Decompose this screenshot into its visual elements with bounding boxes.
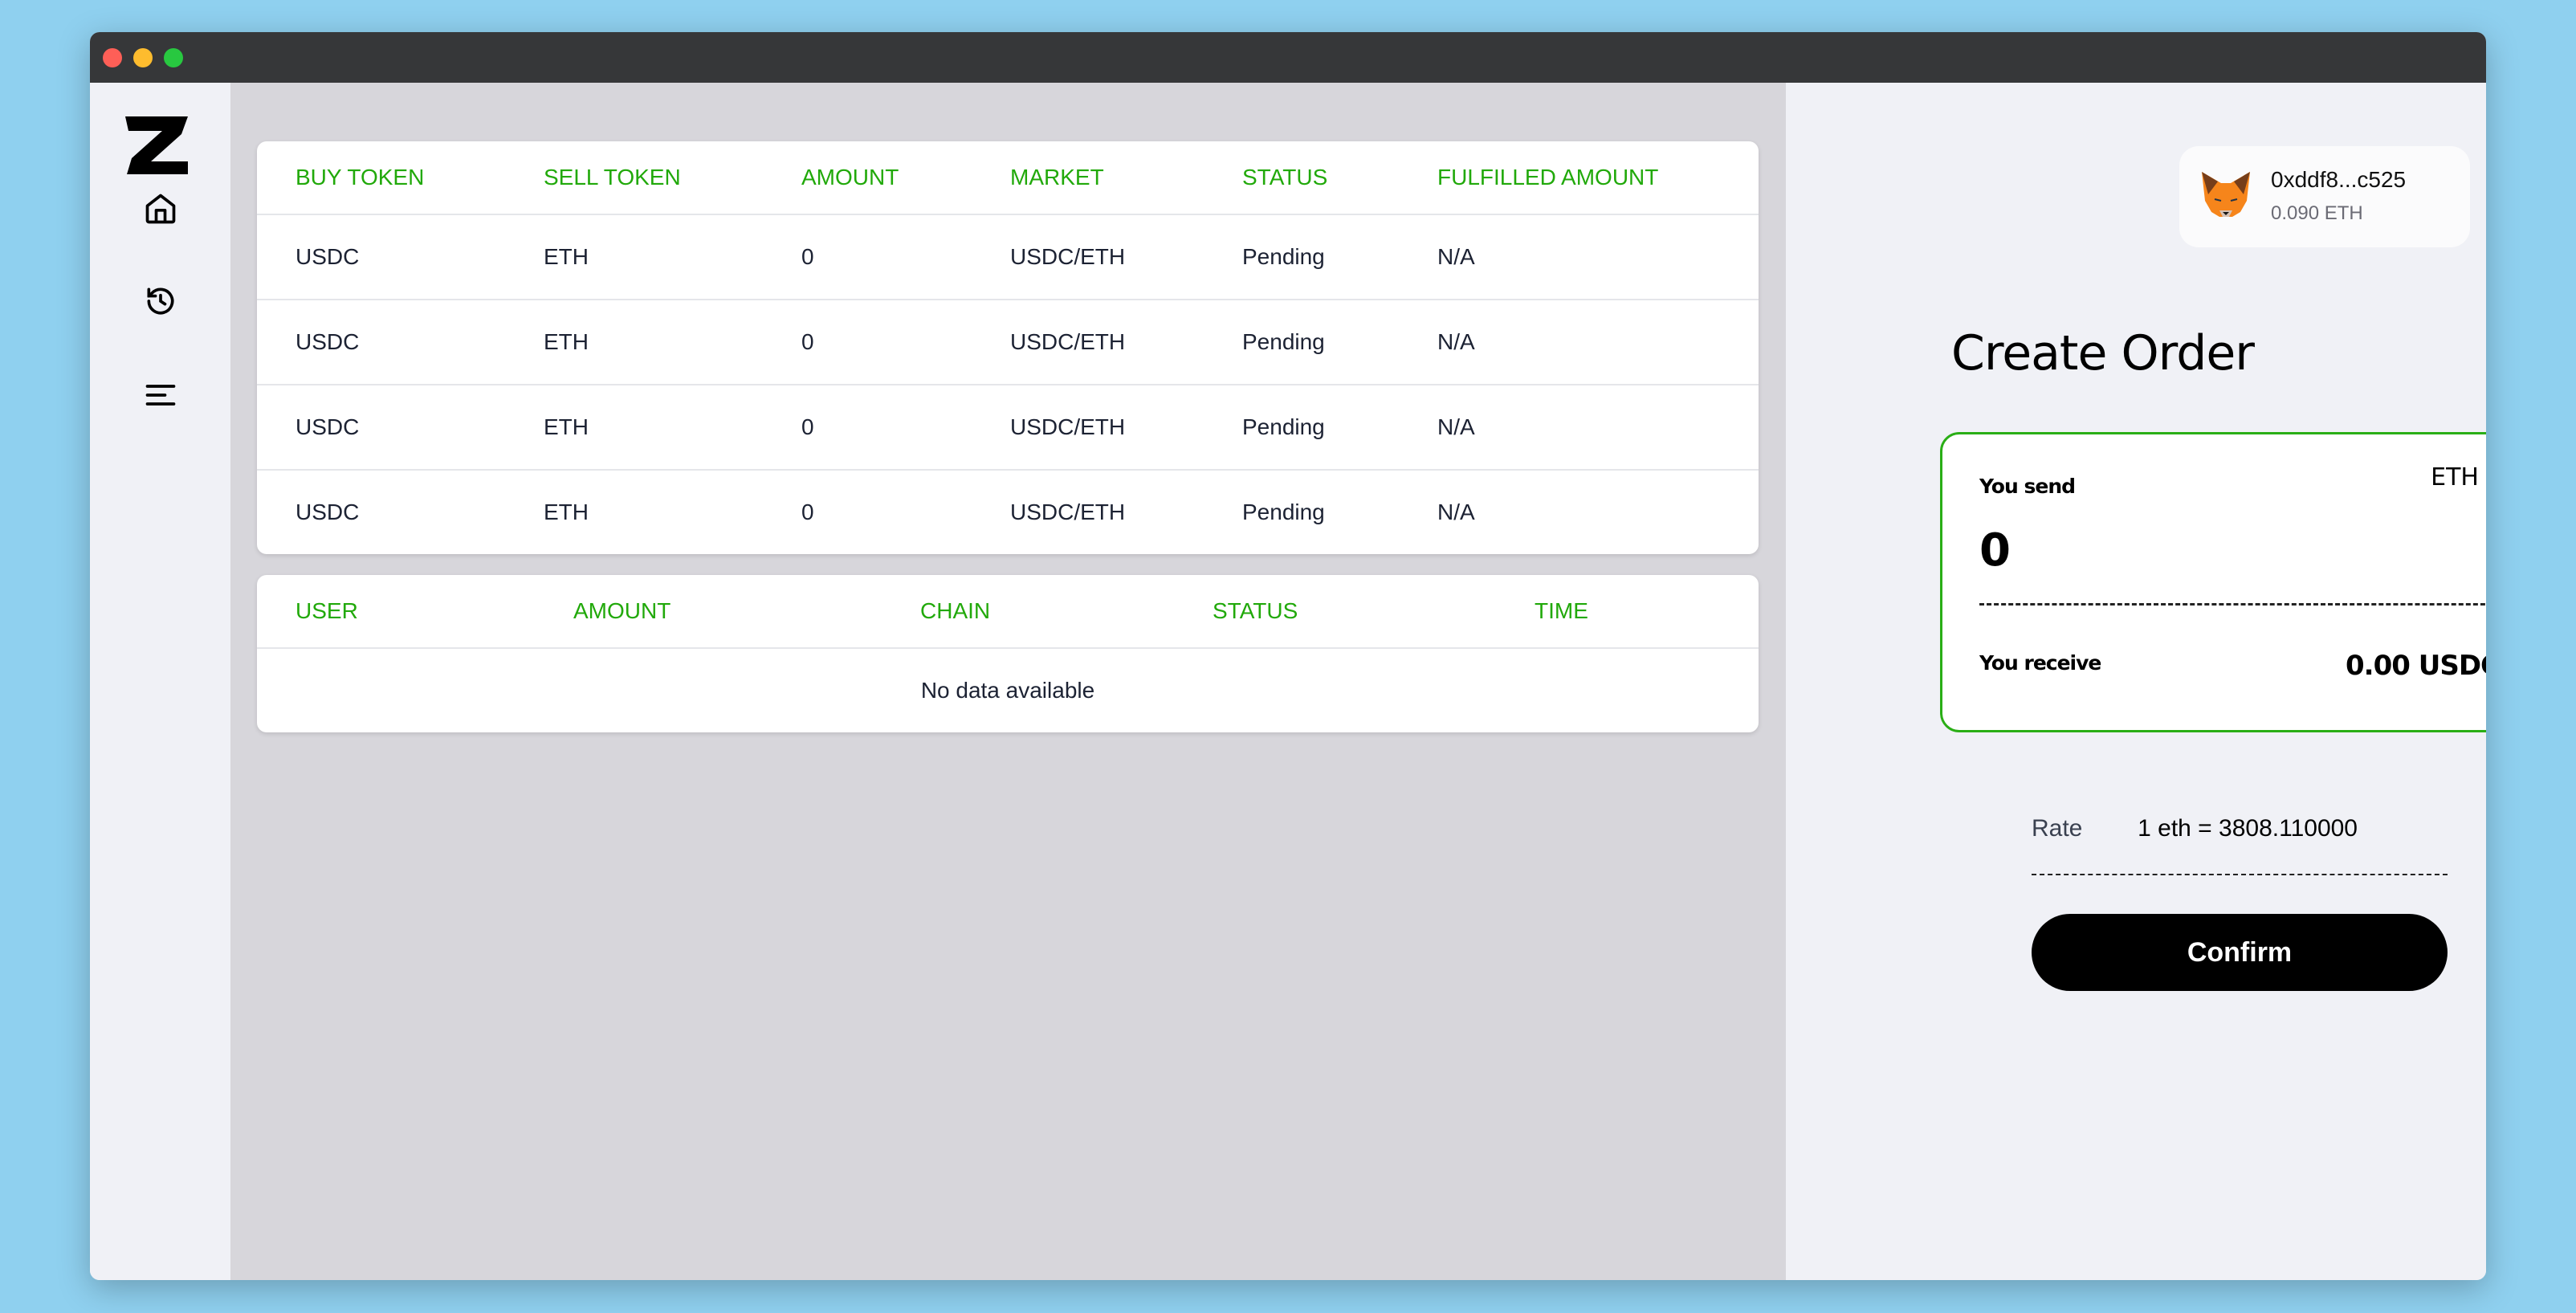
divider xyxy=(1979,603,2486,606)
receive-amount: 0.00 USDC xyxy=(2346,650,2486,682)
table-header: USER AMOUNT CHAIN STATUS TIME xyxy=(257,575,1759,647)
empty-message: No data available xyxy=(920,678,1095,703)
table-cell: 0 xyxy=(801,244,814,269)
rate-label: Rate xyxy=(2032,815,2083,842)
order-panel: 0xddf8...c525 0.090 ETH Create Order You… xyxy=(1786,83,2486,1280)
table-cell: 0 xyxy=(801,329,814,354)
table-cell: USDC/ETH xyxy=(1010,500,1126,524)
wallet-balance: 0.090 ETH xyxy=(2271,202,2363,224)
column-header[interactable]: AMOUNT xyxy=(573,598,671,623)
column-header[interactable]: BUY TOKEN xyxy=(296,165,425,190)
close-window-button[interactable] xyxy=(103,48,122,67)
table-row[interactable]: USDC ETH 0 USDC/ETH Pending N/A xyxy=(257,299,1759,384)
column-header[interactable]: FULFILLED AMOUNT xyxy=(1437,165,1659,190)
maximize-window-button[interactable] xyxy=(164,48,183,67)
token-select[interactable]: ETH xyxy=(2431,463,2486,491)
table-cell: Pending xyxy=(1242,244,1325,269)
receive-label: You receive xyxy=(1979,651,2101,675)
table-cell: 0 xyxy=(801,414,814,439)
wallet-button[interactable]: 0xddf8...c525 0.090 ETH xyxy=(2179,146,2470,247)
column-header[interactable]: STATUS xyxy=(1213,598,1298,623)
column-header[interactable]: MARKET xyxy=(1010,165,1104,190)
transfers-table: USER AMOUNT CHAIN STATUS TIME No data av… xyxy=(257,575,1759,732)
table-cell: N/A xyxy=(1437,414,1475,439)
column-header[interactable]: AMOUNT xyxy=(801,165,899,190)
minimize-window-button[interactable] xyxy=(133,48,153,67)
table-row[interactable]: USDC ETH 0 USDC/ETH Pending N/A xyxy=(257,384,1759,469)
table-cell: ETH xyxy=(544,500,589,524)
table-cell: N/A xyxy=(1437,500,1475,524)
confirm-button[interactable]: Confirm xyxy=(2032,914,2448,991)
history-icon[interactable] xyxy=(135,275,186,327)
column-header[interactable]: USER xyxy=(296,598,358,623)
title-bar xyxy=(90,32,2486,83)
table-cell: USDC xyxy=(296,329,360,354)
send-amount-input[interactable]: 0 xyxy=(1979,524,2011,577)
table-cell: N/A xyxy=(1437,244,1475,269)
orders-table: BUY TOKEN SELL TOKEN AMOUNT MARKET STATU… xyxy=(257,141,1759,554)
table-row[interactable]: USDC ETH 0 USDC/ETH Pending N/A xyxy=(257,469,1759,554)
send-label: You send xyxy=(1979,475,2076,498)
table-cell: Pending xyxy=(1242,500,1325,524)
table-cell: USDC/ETH xyxy=(1010,329,1126,354)
column-header[interactable]: STATUS xyxy=(1242,165,1328,190)
table-header: BUY TOKEN SELL TOKEN AMOUNT MARKET STATU… xyxy=(257,141,1759,214)
column-header[interactable]: TIME xyxy=(1535,598,1588,623)
table-cell: USDC xyxy=(296,500,360,524)
wallet-address: 0xddf8...c525 xyxy=(2271,167,2407,192)
metamask-fox-icon xyxy=(2200,170,2252,224)
table-cell: USDC/ETH xyxy=(1010,244,1126,269)
menu-icon[interactable] xyxy=(135,369,186,421)
table-row[interactable]: USDC ETH 0 USDC/ETH Pending N/A xyxy=(257,214,1759,299)
table-cell: Pending xyxy=(1242,414,1325,439)
main-content: BUY TOKEN SELL TOKEN AMOUNT MARKET STATU… xyxy=(230,83,1786,1280)
empty-row: No data available xyxy=(257,647,1759,732)
table-cell: USDC xyxy=(296,414,360,439)
rate-value: 1 eth = 3808.110000 xyxy=(2138,815,2358,842)
swap-card: You send ETH 0 You receive 0.00 USDC xyxy=(1940,432,2486,732)
page-title: Create Order xyxy=(1951,325,2255,381)
app-window: BUY TOKEN SELL TOKEN AMOUNT MARKET STATU… xyxy=(90,32,2486,1280)
logo xyxy=(125,116,190,178)
table-cell: 0 xyxy=(801,500,814,524)
table-cell: USDC/ETH xyxy=(1010,414,1126,439)
column-header[interactable]: CHAIN xyxy=(920,598,991,623)
column-header[interactable]: SELL TOKEN xyxy=(544,165,681,190)
token-select-value: ETH xyxy=(2431,463,2479,491)
table-cell: Pending xyxy=(1242,329,1325,354)
table-cell: USDC xyxy=(296,244,360,269)
divider xyxy=(2032,874,2448,875)
table-cell: ETH xyxy=(544,329,589,354)
table-cell: ETH xyxy=(544,244,589,269)
table-cell: N/A xyxy=(1437,329,1475,354)
home-icon[interactable] xyxy=(135,183,186,234)
sidebar xyxy=(90,83,230,1280)
table-cell: ETH xyxy=(544,414,589,439)
